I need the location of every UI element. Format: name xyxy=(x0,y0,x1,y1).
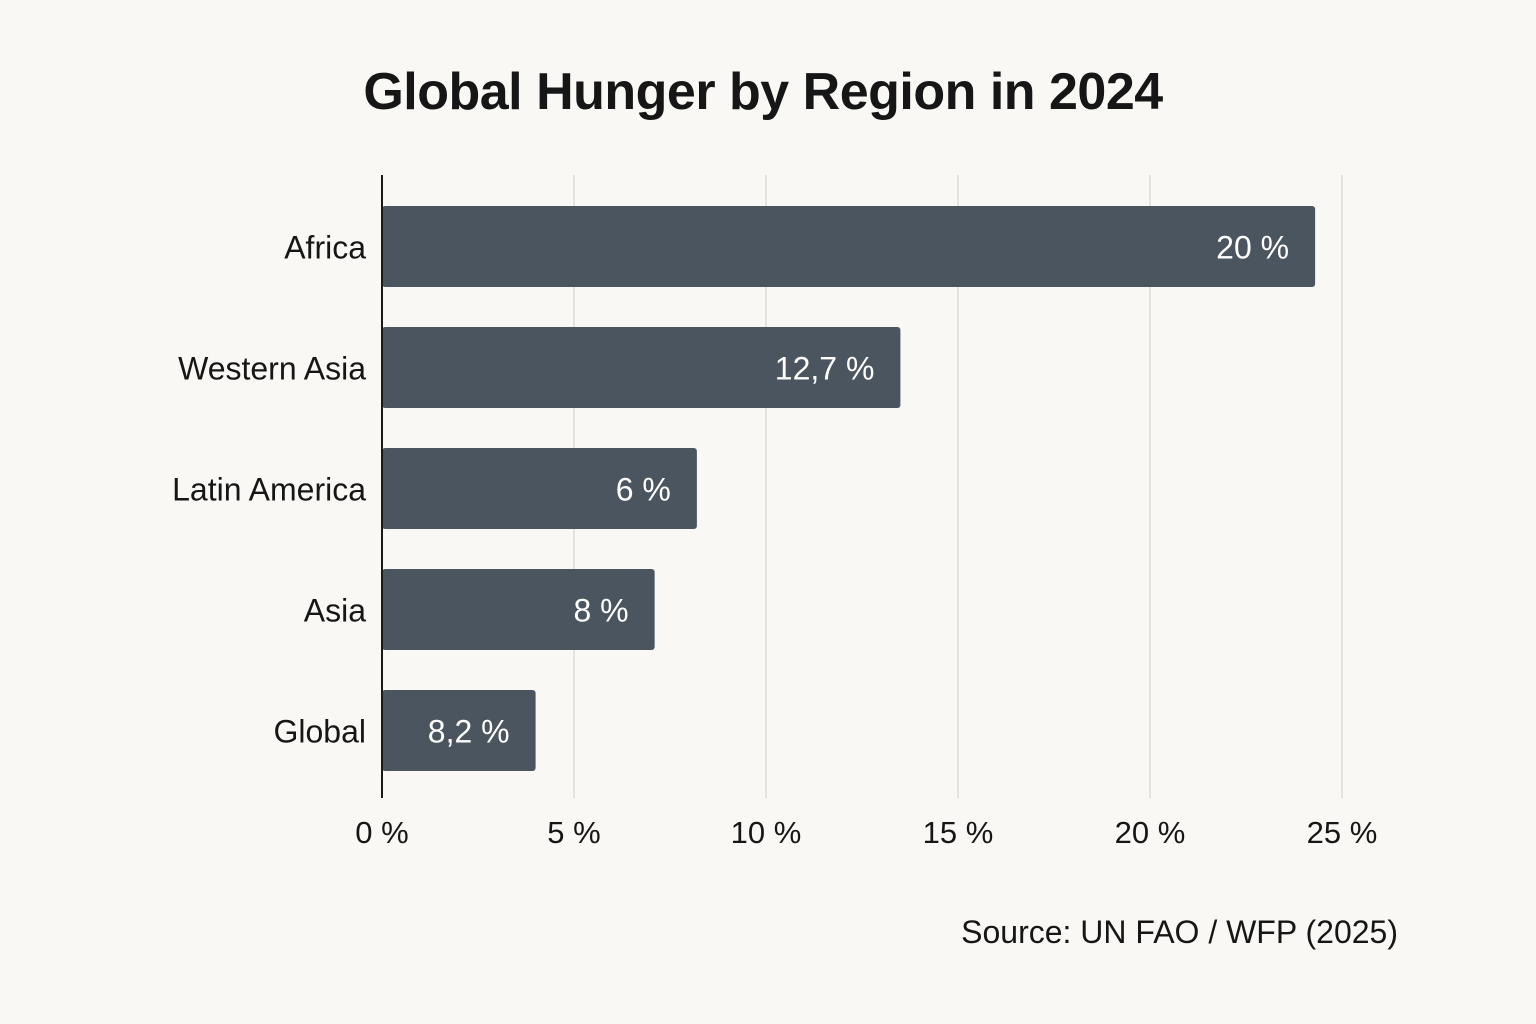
category-label: Latin America xyxy=(172,472,366,508)
x-tick-label: 15 % xyxy=(923,815,994,850)
labels: 20 % Africa 12,7 % Western Asia 6 % Latin Ame… xyxy=(172,230,1289,750)
category-label: Africa xyxy=(284,230,366,266)
x-tick-label: 25 % xyxy=(1307,815,1378,850)
bar xyxy=(382,327,901,408)
data-label: 20 % xyxy=(1216,230,1289,266)
bar xyxy=(382,206,1316,287)
category-label: Global xyxy=(274,714,367,750)
bar xyxy=(382,569,655,650)
axes: 0 % 5 % 10 % 15 % 20 % 25 % xyxy=(355,175,1377,850)
source-note: Source: UN FAO / WFP (2025) xyxy=(961,914,1398,950)
x-tick-label: 20 % xyxy=(1115,815,1186,850)
chart-title: Global Hunger by Region in 2024 xyxy=(363,63,1163,121)
x-tick-label: 10 % xyxy=(731,815,802,850)
x-tick-label: 0 % xyxy=(355,815,408,850)
x-tick-label: 5 % xyxy=(547,815,600,850)
bar xyxy=(382,690,536,771)
data-label: 8 % xyxy=(573,593,628,629)
bars xyxy=(382,206,1316,771)
data-label: 12,7 % xyxy=(775,351,875,387)
category-label: Western Asia xyxy=(178,351,366,387)
data-label: 8,2 % xyxy=(428,714,510,750)
category-label: Asia xyxy=(304,593,366,629)
data-label: 6 % xyxy=(616,472,671,508)
bar xyxy=(382,448,697,529)
